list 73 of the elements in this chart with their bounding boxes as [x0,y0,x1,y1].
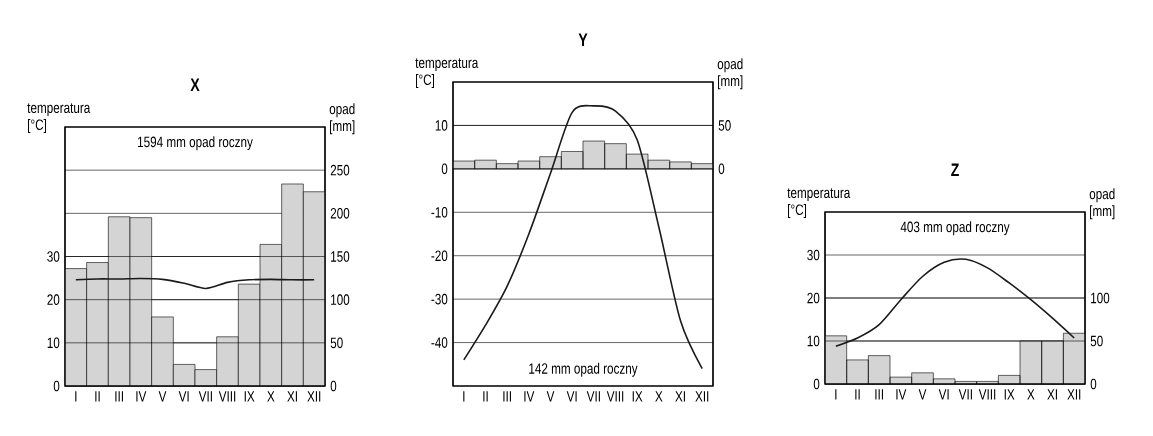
y2-tick-label: 100 [1091,292,1110,304]
y-axis-title: temperatura [°C] [415,58,479,88]
y-tick-label: 0 [441,163,448,175]
annotation: 403 mm opad roczny [900,221,1010,236]
x-tick-label: VII [586,391,600,402]
y2-tick-label: 200 [330,208,350,219]
y-tick-label: 10 [435,120,448,131]
x-tick-label: III [503,391,511,402]
x-tick-label: III [115,391,123,402]
y2-tick-label: 100 [331,294,350,305]
x-tick-label: V [546,391,555,402]
y-axis-title: temperatura [°C] [787,188,851,218]
x-tick-label: X [267,391,275,402]
x-tick-label: II [483,391,488,402]
x-tick-label: VIII [978,389,996,400]
x-tick-label: IV [136,391,147,402]
y-tick-label: 0 [813,378,820,390]
x-tick-label: VIII [218,391,236,402]
y2-tick-label: 50 [330,337,343,349]
x-tick-label: III [875,389,883,400]
y2-tick-label: 0 [1090,378,1097,390]
chart-title: Z [951,163,959,176]
y-tick-label: 30 [47,251,60,262]
y-tick-label: 0 [53,380,60,392]
x-tick-label: XII [695,391,709,402]
chart-title: X [190,78,200,91]
y-tick-label: 30 [807,249,820,261]
annotation: 1594 mm opad roczny [138,136,253,151]
x-tick-label: IV [896,389,907,400]
x-tick-label: XI [1047,389,1057,400]
y-tick-label: 10 [47,337,60,349]
x-tick-label: I [463,391,465,402]
x-tick-label: VI [938,389,949,400]
y-tick-label: 20 [47,294,60,305]
x-tick-label: IX [632,391,643,402]
x-tick-label: VIII [606,391,624,402]
y2-axis-title: opad [mm] [1089,188,1115,220]
x-tick-label: IX [1004,389,1015,400]
x-tick-label: VI [178,391,189,402]
x-tick-label: V [918,389,927,400]
y2-tick-label: 50 [1090,335,1103,347]
y-tick-label: -40 [431,337,448,348]
x-tick-label: I [835,389,837,400]
y2-axis-title: opad [mm] [717,58,743,90]
y-tick-label: 10 [807,335,820,347]
y-tick-label: -20 [431,250,448,262]
y-tick-label: -30 [431,293,448,305]
y2-tick-label: 0 [330,380,337,392]
x-tick-label: VII [958,389,972,400]
x-tick-label: VII [198,391,212,402]
y2-tick-label: 250 [330,164,350,176]
x-tick-label: I [75,391,77,402]
x-tick-label: II [855,389,860,400]
x-tick-label: XI [287,391,297,402]
x-tick-label: XII [307,391,321,402]
x-tick-label: X [1027,389,1035,400]
y2-tick-label: 50 [718,120,731,131]
y2-tick-label: 0 [718,163,725,175]
y2-tick-label: 150 [331,251,350,262]
x-tick-label: IX [244,391,255,402]
y2-axis-title: opad [mm] [329,103,355,135]
annotation: 142 mm opad roczny [529,362,638,377]
x-tick-label: XII [1067,389,1081,400]
x-tick-label: VI [566,391,577,402]
y-axis-title: temperatura [°C] [27,103,91,133]
x-tick-label: XI [675,391,685,402]
x-tick-label: V [158,391,167,402]
x-tick-label: IV [524,391,535,402]
chart-title: Y [578,33,588,46]
x-tick-label: II [95,391,100,402]
x-tick-label: X [655,391,663,402]
y-tick-label: 20 [807,292,820,304]
y-tick-label: -10 [431,206,448,218]
